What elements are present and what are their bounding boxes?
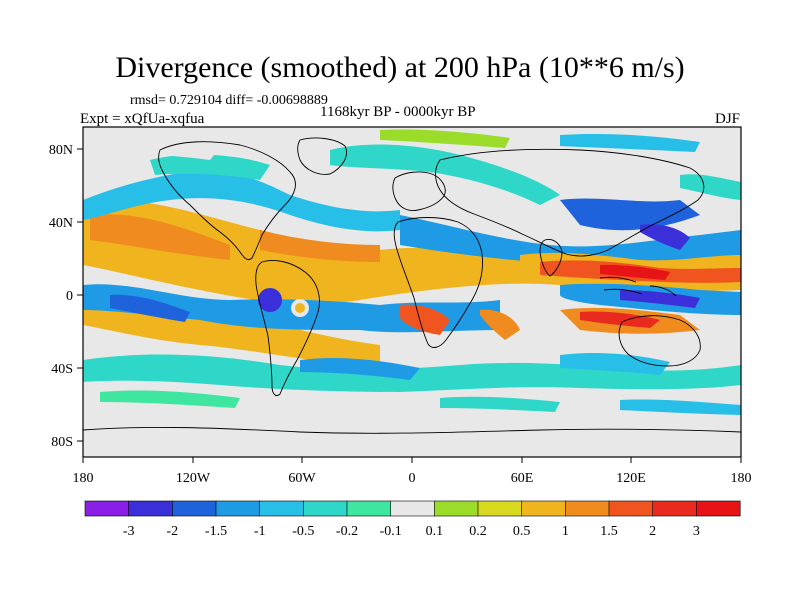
colorbar-swatch (259, 500, 304, 517)
colorbar-label: -2 (166, 524, 178, 539)
colorbar-swatch (477, 500, 523, 517)
colorbar-swatch (390, 500, 435, 517)
lon-tick-label: 60E (511, 471, 534, 486)
colorbar-label: -0.1 (380, 524, 402, 539)
lon-tick-label: 0 (409, 471, 416, 486)
colorbar-swatch (608, 500, 654, 517)
colorbar-swatch (346, 500, 392, 517)
coastlines (83, 137, 741, 434)
colorbar-swatch (434, 500, 479, 517)
lon-tick-label: 180 (731, 471, 752, 486)
colorbar-label: 1.5 (600, 524, 618, 539)
colorbar-swatch (565, 500, 610, 517)
colorbar-label: -0.5 (292, 524, 314, 539)
colorbar-label: -1 (254, 524, 266, 539)
divergence-field (83, 127, 741, 457)
colorbar-label: 3 (693, 524, 700, 539)
season-label: DJF (714, 111, 740, 127)
colorbar-label: -3 (123, 524, 135, 539)
lat-tick-label: 40S (51, 362, 73, 377)
colorbar-swatch (215, 500, 261, 517)
colorbar-swatch (84, 500, 130, 517)
lat-tick-label: 80N (49, 143, 73, 158)
colorbar-swatch (303, 500, 348, 517)
lon-tick-label: 60W (288, 471, 316, 486)
colorbar-swatch (521, 500, 566, 517)
colorbar-swatch (128, 500, 173, 517)
lon-labels: 180 120W 60W 0 60E 120E 180 (73, 471, 752, 486)
lat-tick-label: 0 (66, 289, 73, 304)
lon-tick-label: 120W (176, 471, 211, 486)
shaded-regions (83, 129, 741, 421)
axis-ticks (77, 148, 742, 463)
period-label: 1168kyr BP - 0000kyr BP (320, 104, 476, 120)
colorbar-label: 0.2 (469, 524, 487, 539)
colorbar-swatch (696, 500, 741, 517)
stats-label: rmsd= 0.729104 diff= -0.00698889 (130, 93, 328, 108)
map-title: Divergence (smoothed) at 200 hPa (10**6 … (115, 51, 685, 84)
lon-tick-label: 180 (73, 471, 94, 486)
lat-tick-label: 80S (51, 435, 73, 450)
colorbar-label: 1 (562, 524, 569, 539)
colorbar-label: -0.2 (336, 524, 358, 539)
lon-tick-label: 120E (616, 471, 646, 486)
colorbar-swatch (652, 500, 697, 517)
colorbar-label: -1.5 (205, 524, 227, 539)
colorbar-label: 0.1 (426, 524, 444, 539)
colorbar: -3 -2 -1.5 -1 -0.5 -0.2 -0.1 0.1 0.2 0.5 1 1.5 2 3 (84, 500, 741, 539)
lat-tick-label: 40N (49, 216, 73, 231)
colorbar-swatch (172, 500, 217, 517)
colorbar-label: 0.5 (513, 524, 531, 539)
experiment-label: Expt = xQfUa-xqfua (80, 111, 205, 127)
lat-labels: 80N 40N 0 40S 80S (49, 143, 73, 450)
colorbar-label: 2 (649, 524, 656, 539)
